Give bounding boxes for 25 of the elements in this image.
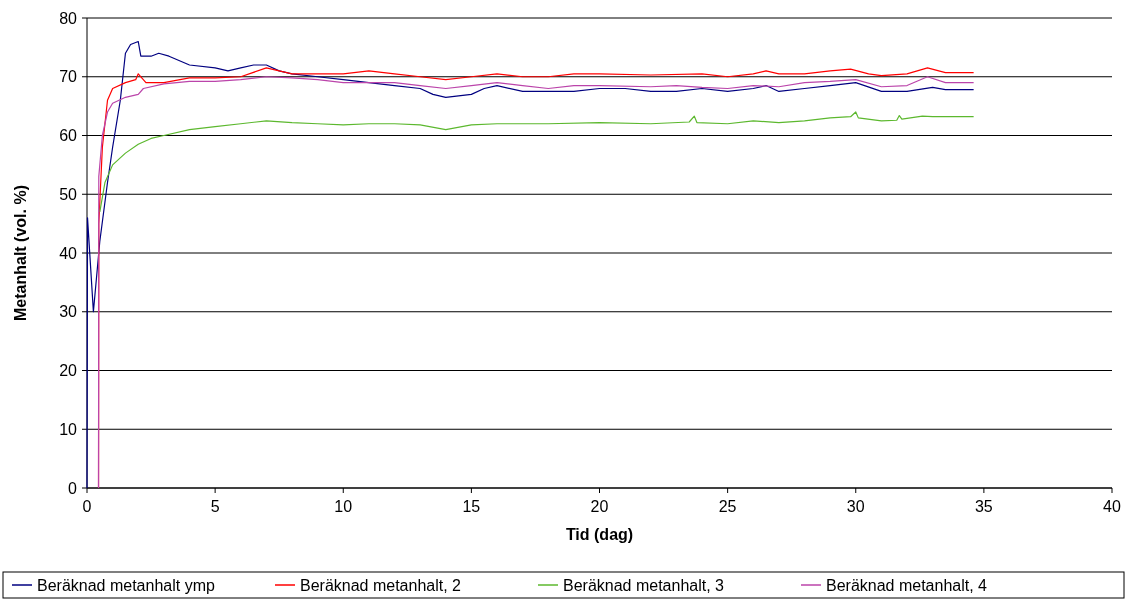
x-tick-label: 40: [1103, 498, 1121, 515]
y-tick-label: 40: [59, 244, 78, 262]
x-tick-label: 15: [462, 498, 481, 515]
x-tick-label: 5: [210, 498, 220, 515]
x-tick-label: 30: [846, 498, 865, 515]
legend-label: Beräknad metanhalt, 2: [300, 576, 462, 594]
x-tick-label: 25: [718, 498, 737, 515]
y-tick-label: 0: [68, 479, 78, 497]
x-tick-label: 0: [82, 498, 92, 515]
y-tick-label: 30: [59, 303, 78, 321]
x-tick-label: 10: [334, 498, 353, 515]
x-tick-label: 20: [590, 498, 609, 515]
y-axis-title: Metanhalt (vol. %): [12, 184, 29, 322]
x-axis-title: Tid (dag): [565, 526, 634, 543]
x-tick-label: 35: [974, 498, 993, 515]
line-series: [99, 111, 975, 213]
legend-label: Beräknad metanhalt, 4: [826, 576, 988, 594]
y-tick-label: 20: [59, 362, 78, 380]
y-tick-label: 60: [59, 127, 78, 145]
y-tick-label: 10: [59, 420, 78, 438]
legend-label: Beräknad metanhalt, 3: [563, 576, 725, 594]
legend-label: Beräknad metanhalt ymp: [37, 576, 215, 594]
y-tick-label: 70: [59, 68, 78, 86]
y-tick-label: 50: [59, 185, 78, 203]
y-tick-label: 80: [59, 9, 78, 27]
